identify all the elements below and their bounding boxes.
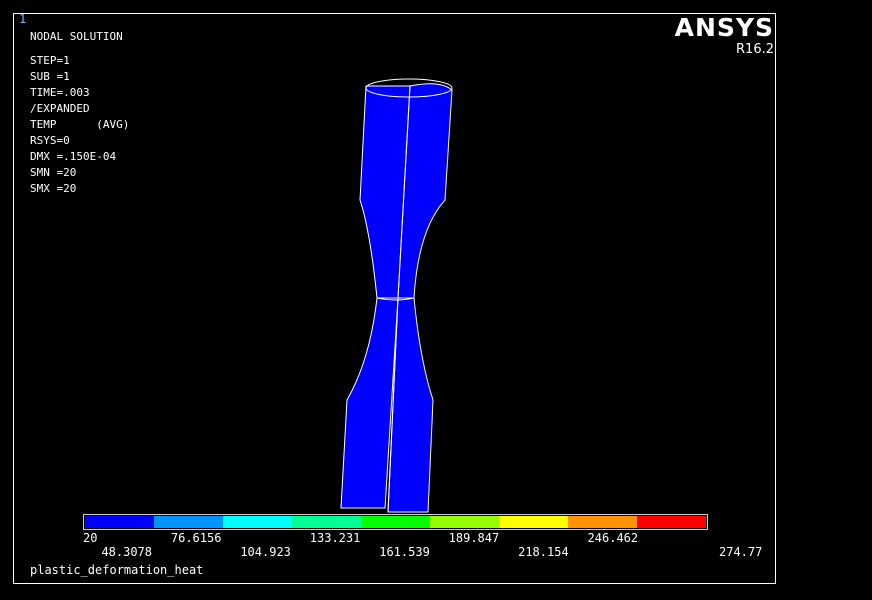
legend-tick-label: 246.462 xyxy=(587,531,639,545)
legend-tick-label: 104.923 xyxy=(240,545,291,559)
specimen-left-lower xyxy=(340,297,399,509)
legend-segment-1 xyxy=(154,516,223,528)
contour-legend-bar xyxy=(83,514,708,530)
graphics-viewport[interactable] xyxy=(13,13,776,584)
legend-tick-label: 20 xyxy=(83,531,98,545)
header-smx: SMX =20 xyxy=(30,182,77,195)
specimen-split-line xyxy=(387,85,411,513)
header-temp: TEMP (AVG) xyxy=(30,118,130,131)
legend-tick-label: 189.847 xyxy=(448,531,500,545)
brand-version: R16.2 xyxy=(736,42,774,57)
legend-segment-2 xyxy=(223,516,292,528)
header-time: TIME=.003 xyxy=(30,86,90,99)
legend-segment-3 xyxy=(292,516,361,528)
header-title: NODAL SOLUTION xyxy=(30,30,123,43)
legend-tick-label: 218.154 xyxy=(518,545,569,559)
ansys-logo: ANSYS R16.2 xyxy=(675,14,774,58)
specimen-neck-ring xyxy=(376,297,415,301)
legend-segment-4 xyxy=(361,516,430,528)
brand-name: ANSYS xyxy=(674,13,774,42)
legend-segment-6 xyxy=(499,516,568,528)
header-sub: SUB =1 xyxy=(30,70,70,83)
result-label: plastic_deformation_heat xyxy=(30,563,204,577)
header-step: STEP=1 xyxy=(30,54,70,67)
legend-segment-8 xyxy=(637,516,706,528)
legend-segment-0 xyxy=(85,516,154,528)
header-rsys: RSYS=0 xyxy=(30,134,70,147)
legend-tick-label: 274.77 xyxy=(719,545,763,559)
window-number: 1 xyxy=(19,12,27,26)
legend-tick-label: 161.539 xyxy=(379,545,430,559)
legend-segment-5 xyxy=(430,516,499,528)
header-dmx: DMX =.150E-04 xyxy=(30,150,117,163)
header-smn: SMN =20 xyxy=(30,166,77,179)
specimen-right-half xyxy=(397,83,453,299)
specimen-right-lower xyxy=(387,297,434,513)
header-expanded: /EXPANDED xyxy=(30,102,90,115)
legend-tick-label: 133.231 xyxy=(309,531,361,545)
legend-tick-label: 76.6156 xyxy=(170,531,222,545)
legend-segment-7 xyxy=(568,516,637,528)
legend-tick-label: 48.3078 xyxy=(101,545,153,559)
